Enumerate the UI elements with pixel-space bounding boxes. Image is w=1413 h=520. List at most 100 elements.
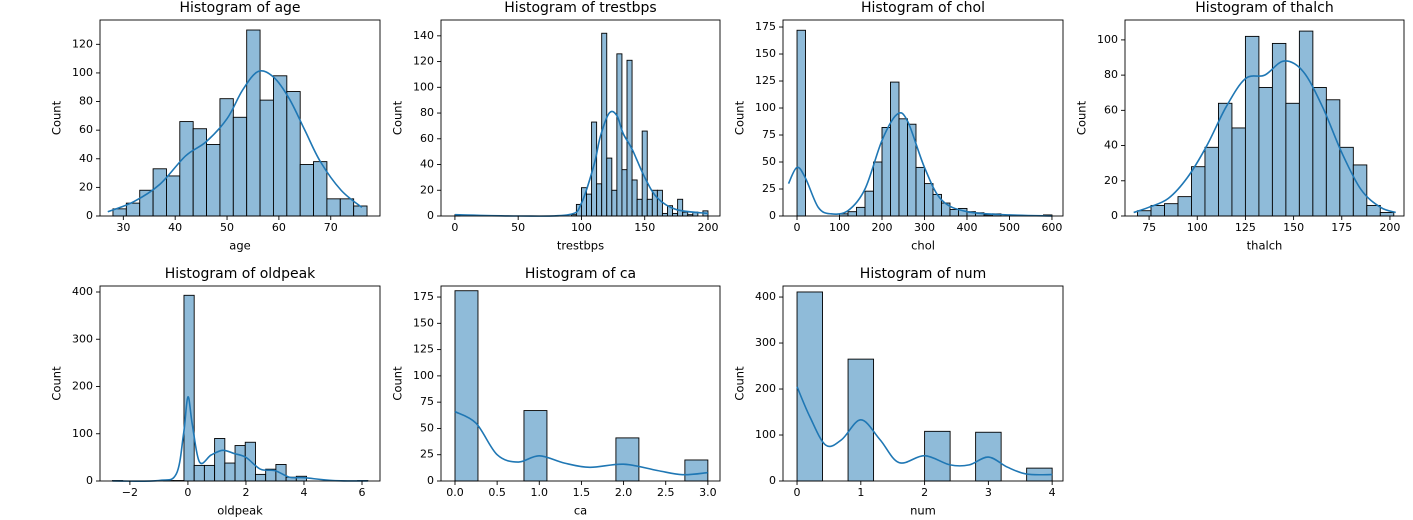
x-tick-label: 3.0 xyxy=(699,486,717,499)
y-tick-label: 20 xyxy=(420,183,434,196)
kde-line xyxy=(787,111,1052,217)
y-tick-label: 200 xyxy=(72,380,93,393)
x-tick-label: 3 xyxy=(985,486,992,499)
y-tick-label: 75 xyxy=(762,128,776,141)
bar xyxy=(224,462,236,482)
y-tick-label: 140 xyxy=(413,29,434,42)
x-tick-label: 500 xyxy=(999,221,1020,234)
y-axis-label: Count xyxy=(391,100,405,135)
bar xyxy=(596,183,603,217)
subplot: Histogram of oldpeak oldpeak Count −2 0 2 4 6 0 1… xyxy=(50,266,381,518)
y-tick-label: 125 xyxy=(413,343,434,356)
y-tick-label: 80 xyxy=(1104,68,1118,81)
subplot: Histogram of thalch thalch Count 75 100 125 15… xyxy=(1075,0,1405,253)
x-tick-label: 0 xyxy=(794,221,801,234)
bar xyxy=(326,198,341,217)
axes-frame xyxy=(782,19,1064,217)
bar xyxy=(206,144,221,217)
bar xyxy=(286,91,301,217)
bar xyxy=(616,53,623,217)
bar xyxy=(1164,203,1179,217)
x-tick-label: 600 xyxy=(1041,221,1062,234)
x-tick-label: 400 xyxy=(956,221,977,234)
bar xyxy=(898,118,908,217)
y-tick-label: 25 xyxy=(420,448,434,461)
axes-frame xyxy=(99,19,381,217)
y-tick-label: 400 xyxy=(755,290,776,303)
bar xyxy=(1231,127,1246,217)
y-tick-label: 75 xyxy=(420,395,434,408)
kde-line xyxy=(796,386,1053,476)
bar xyxy=(214,438,226,482)
bar xyxy=(1339,146,1354,217)
bar xyxy=(1137,210,1152,217)
subplot-title: Histogram of chol xyxy=(861,0,985,16)
kde-line xyxy=(454,410,708,476)
y-tick-label: 100 xyxy=(755,101,776,114)
bar xyxy=(631,179,638,217)
y-tick-label: 100 xyxy=(755,428,776,441)
y-tick-label: 100 xyxy=(413,80,434,93)
bar xyxy=(856,206,866,217)
bar xyxy=(586,193,593,217)
y-tick-label: 20 xyxy=(79,180,93,193)
bar xyxy=(1244,35,1260,217)
bar xyxy=(1217,102,1233,217)
axes-frame xyxy=(99,285,381,482)
bar xyxy=(232,116,248,217)
x-tick-label: 2 xyxy=(921,486,928,499)
y-tick-label: 300 xyxy=(72,332,93,345)
y-tick-label: 150 xyxy=(413,316,434,329)
y-tick-label: 150 xyxy=(755,47,776,60)
x-tick-label: −2 xyxy=(122,486,138,499)
bar xyxy=(615,437,640,482)
x-tick-label: 60 xyxy=(272,221,286,234)
x-tick-label: 0.5 xyxy=(488,486,506,499)
kde-line xyxy=(1133,60,1396,214)
y-tick-label: 80 xyxy=(420,106,434,119)
subplot-title: Histogram of ca xyxy=(525,266,636,282)
x-tick-label: 70 xyxy=(324,221,338,234)
subplot: Histogram of age age Count 30 40 50 60 70 0 20 40 6… xyxy=(50,0,381,253)
bar xyxy=(915,166,925,217)
bar xyxy=(125,202,141,217)
y-tick-label: 50 xyxy=(762,155,776,168)
x-tick-label: 1 xyxy=(857,486,864,499)
kde-line xyxy=(112,396,368,482)
y-axis-label: Count xyxy=(50,366,64,401)
y-tick-label: 120 xyxy=(413,55,434,68)
y-tick-label: 25 xyxy=(762,182,776,195)
y-axis-label: Count xyxy=(50,100,64,135)
bar xyxy=(353,205,368,217)
bar xyxy=(636,198,643,217)
y-tick-label: 60 xyxy=(79,123,93,136)
x-tick-label: 75 xyxy=(1142,221,1156,234)
y-axis-label: Count xyxy=(733,100,747,135)
subplot-title: Histogram of thalch xyxy=(1195,0,1333,16)
y-tick-label: 100 xyxy=(72,427,93,440)
x-tick-label: 100 xyxy=(1187,221,1208,234)
bar xyxy=(606,157,613,217)
bar xyxy=(611,189,618,217)
subplot: Histogram of num num Count 0 1 2 3 4 0 100 200 300 4… xyxy=(733,266,1064,518)
x-axis-label: ca xyxy=(574,504,587,518)
bar xyxy=(299,164,314,217)
y-tick-label: 0 xyxy=(86,209,93,222)
x-tick-label: 0 xyxy=(794,486,801,499)
axes-frame xyxy=(1124,19,1405,217)
subplot: Histogram of chol chol Count 0 100 200 300 400 5… xyxy=(733,0,1064,253)
bar xyxy=(626,59,633,217)
x-tick-label: 125 xyxy=(1235,221,1256,234)
x-axis-label: chol xyxy=(911,239,935,253)
bar xyxy=(234,445,246,482)
bar xyxy=(152,168,167,217)
bar xyxy=(881,126,891,217)
x-axis-label: trestbps xyxy=(557,239,604,253)
bar xyxy=(677,198,684,217)
bar xyxy=(454,290,479,482)
bar xyxy=(1177,196,1192,217)
x-tick-label: 150 xyxy=(1283,221,1304,234)
y-tick-label: 0 xyxy=(769,474,776,487)
y-tick-label: 0 xyxy=(427,209,434,222)
